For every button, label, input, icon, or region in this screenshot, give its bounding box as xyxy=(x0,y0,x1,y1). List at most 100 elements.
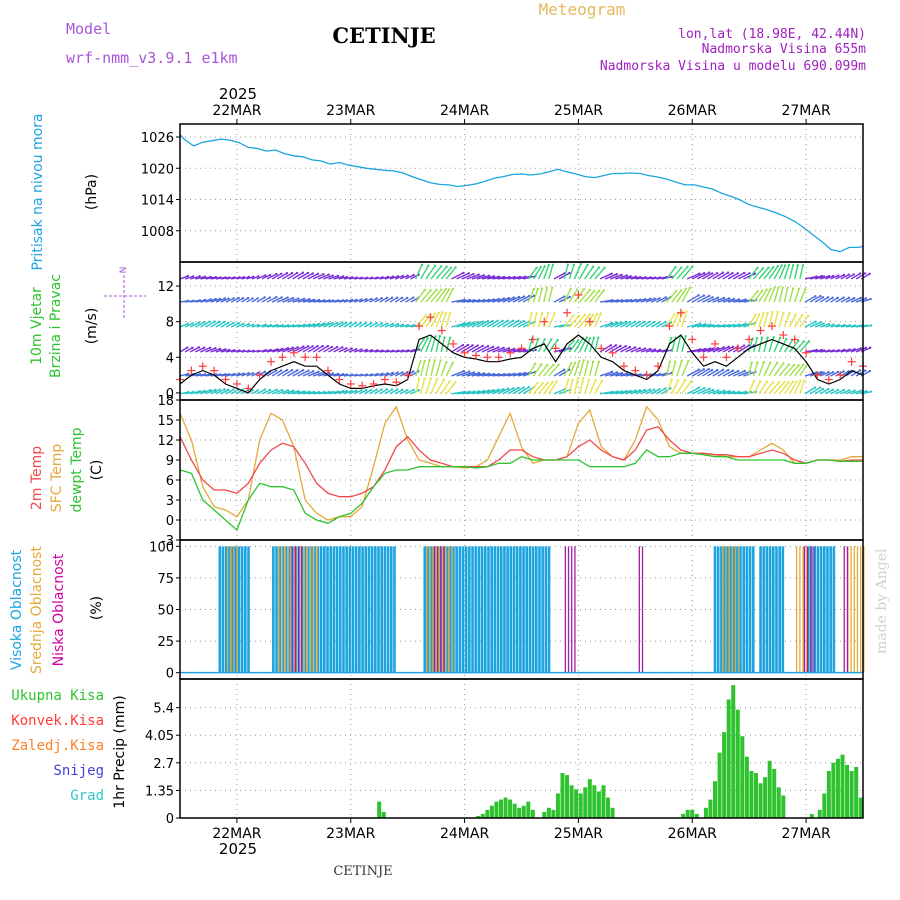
wind-arrow xyxy=(205,389,216,395)
precip-bar xyxy=(735,709,740,818)
wind-arrow-head xyxy=(327,321,330,325)
wind-arrow-head xyxy=(831,388,835,391)
wind-arrow-head xyxy=(532,287,536,291)
wind-arrow xyxy=(292,390,305,395)
wind-arrow-head xyxy=(541,382,544,385)
precip-bar xyxy=(722,732,727,818)
wind-arrow-head xyxy=(345,347,348,350)
wind-arrow-head xyxy=(585,336,588,339)
wind-arrow-head xyxy=(702,368,705,371)
wind-arrow xyxy=(359,298,367,303)
year-bottom: 2025 xyxy=(219,840,257,858)
wind-arrow-head xyxy=(497,346,500,349)
wind-arrow-head xyxy=(777,286,780,289)
wind-arrow-head xyxy=(684,287,688,291)
wind-arrow xyxy=(594,380,603,395)
wind-arrow xyxy=(338,373,348,377)
wind-arrow-head xyxy=(771,310,774,314)
wind-arrow xyxy=(317,345,329,353)
wind-arrow xyxy=(179,323,189,328)
wind-arrow-head xyxy=(533,362,537,365)
wind-arrow-head xyxy=(316,272,320,276)
wind-arrow xyxy=(231,349,240,353)
wind-arrow xyxy=(748,290,759,303)
wind-arrow xyxy=(773,363,784,377)
wind-arrow xyxy=(414,378,420,394)
wind-arrow xyxy=(753,267,764,280)
wind-arrow-head xyxy=(481,320,485,323)
wind-arrow xyxy=(195,299,206,303)
y-tick-label: 9 xyxy=(166,454,174,469)
wind-arrow xyxy=(656,372,667,377)
wind-arrow-head xyxy=(578,359,581,362)
wind-arrow xyxy=(855,390,867,395)
wind-arrow xyxy=(333,299,344,303)
wind-arrow-head xyxy=(364,321,368,325)
wind-arrow-head xyxy=(786,286,789,289)
wind-arrow-head xyxy=(218,388,221,391)
wind-arrow-head xyxy=(401,388,404,392)
wind-arrow-head xyxy=(783,380,786,384)
wind-arrow xyxy=(312,371,324,377)
x-label-bottom: 27MAR xyxy=(781,826,830,842)
wind-arrow xyxy=(241,276,250,280)
wind-arrow xyxy=(507,296,520,303)
wind-arrow xyxy=(466,390,480,395)
wind-arrow-head xyxy=(433,264,437,267)
wind-arrow xyxy=(527,267,538,280)
wind-arrow-head xyxy=(316,344,319,348)
wind-arrow-head xyxy=(406,274,409,277)
wind-arrow-head xyxy=(743,271,746,275)
wind-arrow xyxy=(512,276,526,280)
wind-arrow xyxy=(369,297,378,303)
wind-arrow xyxy=(814,323,824,328)
wind-arrow-head xyxy=(341,346,344,349)
wind-arrow xyxy=(676,311,684,328)
wind-arrow-head xyxy=(268,388,272,392)
wind-arrow xyxy=(573,263,582,280)
wind-arrow xyxy=(200,321,210,328)
precip-bar xyxy=(610,807,615,818)
wind-arrow xyxy=(353,322,362,328)
wind-arrow xyxy=(302,391,315,395)
wind-arrow xyxy=(665,379,673,395)
wind-arrow-head xyxy=(708,387,711,390)
coords-label: lon,lat (18.98E, 42.44N) xyxy=(678,27,866,42)
wind-arrow xyxy=(610,390,623,395)
y-tick-label: 0 xyxy=(166,514,174,529)
wind-arrow xyxy=(507,372,521,377)
wind-arrow-head xyxy=(380,388,383,391)
wind-arrow xyxy=(476,345,489,353)
wind-arrow-head xyxy=(726,271,730,274)
wind-arrow-head xyxy=(831,296,834,299)
wind-arrow xyxy=(753,338,758,353)
wind-arrow xyxy=(471,345,484,353)
precip-bar xyxy=(583,787,588,818)
wind-arrow xyxy=(364,349,373,353)
wind-arrow xyxy=(405,389,414,395)
wind-arrow-head xyxy=(777,380,781,384)
wind-arrow xyxy=(748,267,758,280)
precip-bar xyxy=(744,756,749,818)
precip-bar xyxy=(606,797,611,818)
wind-arrow xyxy=(584,290,595,303)
wind-arrow xyxy=(230,297,239,303)
wind-arrow xyxy=(482,373,495,377)
wind-arrow-head xyxy=(847,273,851,276)
wind-arrow-head xyxy=(307,345,310,348)
wind-arrow-head xyxy=(649,297,652,300)
wind-arrow xyxy=(835,349,845,353)
wind-arrow xyxy=(205,276,217,280)
wind-arrow xyxy=(482,298,495,303)
precip-bar xyxy=(494,801,499,818)
wind-arrow-head xyxy=(257,323,260,327)
wind-arrow xyxy=(599,273,612,280)
wind-arrow xyxy=(707,272,718,280)
precip-bar xyxy=(713,781,718,818)
wind-arrow xyxy=(809,275,822,280)
wind-speed-line xyxy=(179,334,864,394)
wind-arrow xyxy=(235,297,244,303)
wind-arrow xyxy=(215,373,226,377)
wind-arrow-head xyxy=(445,360,448,364)
wind-arrow xyxy=(738,272,750,280)
